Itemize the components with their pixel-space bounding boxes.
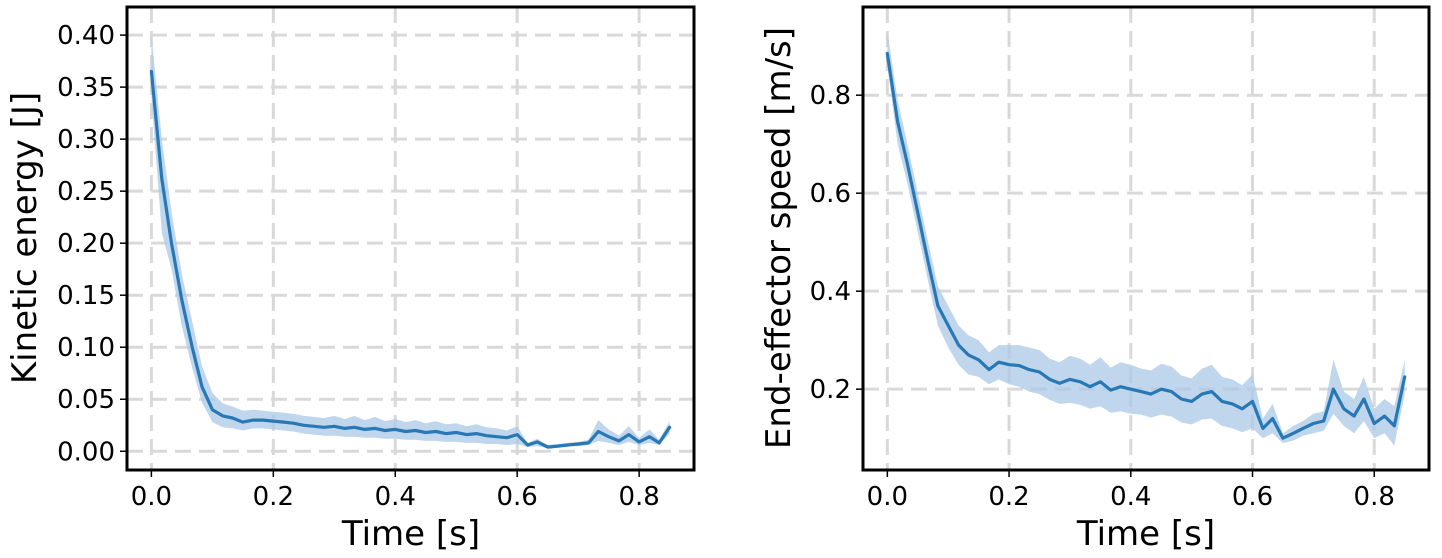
x-axis-label: Time [s] xyxy=(1076,514,1215,554)
confidence-band xyxy=(887,31,1405,446)
x-tick-label: 0.0 xyxy=(867,482,908,512)
y-tick-label: 0.10 xyxy=(57,333,115,363)
y-tick-label: 0.00 xyxy=(57,437,115,467)
x-tick-label: 0.6 xyxy=(1232,482,1273,512)
y-tick-label: 0.35 xyxy=(57,73,115,103)
x-axis-label: Time [s] xyxy=(341,514,480,554)
y-tick-label: 0.05 xyxy=(57,385,115,415)
y-tick-label: 0.40 xyxy=(57,21,115,51)
series-line xyxy=(885,51,1407,440)
x-tick-label: 0.4 xyxy=(1110,482,1151,512)
y-tick-label: 0.15 xyxy=(57,281,115,311)
plot-frame xyxy=(861,5,1431,472)
y-tick-label: 0.8 xyxy=(810,81,851,111)
x-tick-label: 0.0 xyxy=(131,482,172,512)
kinetic-energy-chart: 0.0 0.2 0.4 0.6 0.8 0.00 0.05 0.10 0.15 0.20 0.25 0… xyxy=(5,5,696,554)
y-tick-label: 0.25 xyxy=(57,177,115,207)
y-axis-label: Kinetic energy [J] xyxy=(5,92,45,384)
series-line xyxy=(149,69,672,449)
x-tick-label: 0.4 xyxy=(375,482,416,512)
y-tick-label: 0.30 xyxy=(57,125,115,155)
x-tick-label: 0.8 xyxy=(618,482,659,512)
y-tick-label: 0.6 xyxy=(810,179,851,209)
end-effector-speed-chart: 0.0 0.2 0.4 0.6 0.8 0.2 0.4 0.6 0.8 Time [s] End-e… xyxy=(759,5,1431,554)
x-tick-label: 0.2 xyxy=(988,482,1029,512)
x-tick-label: 0.8 xyxy=(1354,482,1395,512)
x-tick-label: 0.6 xyxy=(497,482,538,512)
plot-frame xyxy=(125,5,696,472)
y-tick-label: 0.20 xyxy=(57,229,115,259)
confidence-band xyxy=(151,35,670,449)
x-tick-label: 0.2 xyxy=(253,482,294,512)
y-tick-label: 0.4 xyxy=(810,277,851,307)
y-axis-label: End-effector speed [m/s] xyxy=(759,27,799,449)
y-tick-label: 0.2 xyxy=(810,375,851,405)
